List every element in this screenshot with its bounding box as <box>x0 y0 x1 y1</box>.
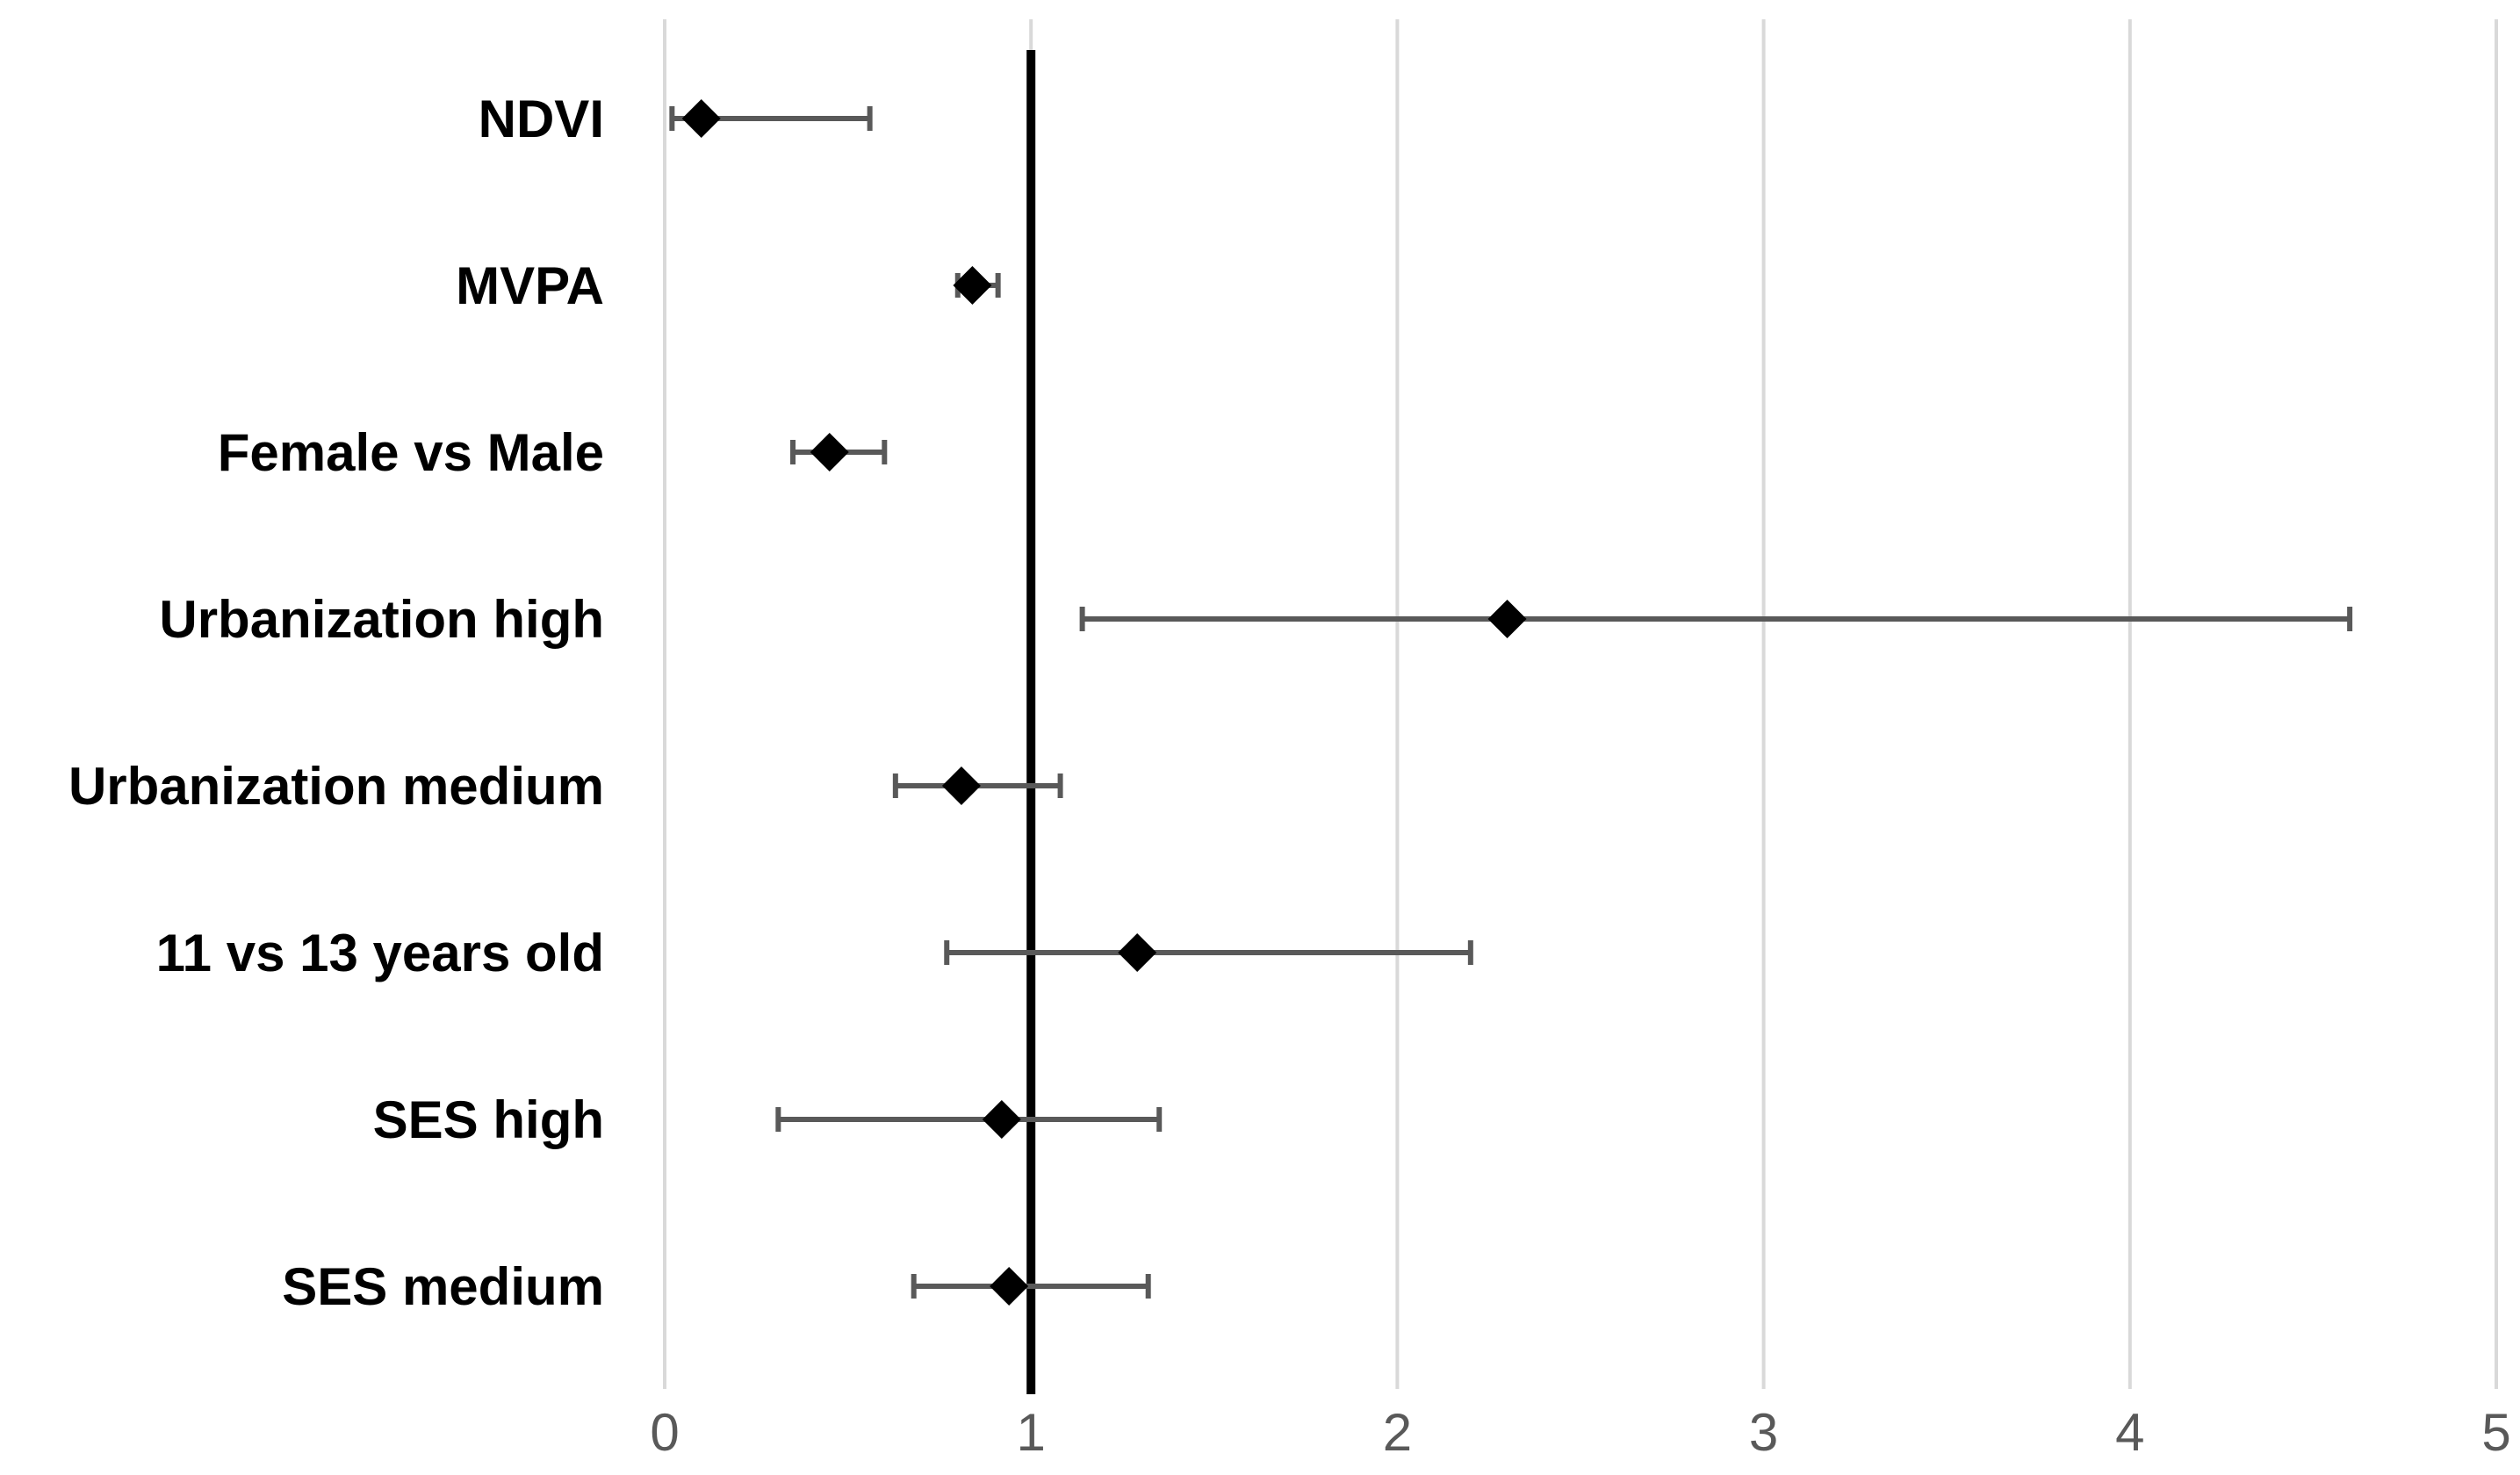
x-tick-label-5: 5 <box>2481 1403 2510 1462</box>
estimate-marker-female-vs-male <box>810 433 849 471</box>
category-labels: NDVI MVPA Female vs Male Urbanization high U… <box>68 90 604 1316</box>
estimate-marker-ndvi <box>681 99 721 138</box>
error-bars <box>669 106 2353 1299</box>
estimate-marker-ses-high <box>982 1100 1021 1139</box>
x-tick-label-2: 2 <box>1383 1403 1412 1462</box>
estimate-marker-11-vs-13-years-old <box>1118 933 1157 972</box>
category-label-11-vs-13-years-old: 11 vs 13 years old <box>156 924 604 982</box>
x-tick-label-3: 3 <box>1749 1403 1778 1462</box>
x-tick-label-0: 0 <box>650 1403 679 1462</box>
category-label-ses-high: SES high <box>373 1090 604 1149</box>
category-label-ndvi: NDVI <box>479 90 604 148</box>
category-label-female-vs-male: Female vs Male <box>218 423 604 482</box>
category-label-mvpa: MVPA <box>456 256 604 315</box>
category-label-urbanization-medium: Urbanization medium <box>68 757 604 816</box>
estimate-marker-urbanization-high <box>1487 600 1527 638</box>
point-estimates <box>681 99 1527 1306</box>
category-label-ses-medium: SES medium <box>282 1257 604 1316</box>
x-tick-label-4: 4 <box>2115 1403 2144 1462</box>
gridlines <box>663 19 2498 1389</box>
estimate-marker-ses-medium <box>990 1267 1029 1306</box>
x-tick-label-1: 1 <box>1017 1403 1046 1462</box>
x-axis-tick-labels: 0 1 2 3 4 5 <box>650 1403 2510 1462</box>
estimate-marker-urbanization-medium <box>941 766 981 805</box>
estimate-marker-mvpa <box>953 266 992 305</box>
category-label-urbanization-high: Urbanization high <box>159 590 604 649</box>
